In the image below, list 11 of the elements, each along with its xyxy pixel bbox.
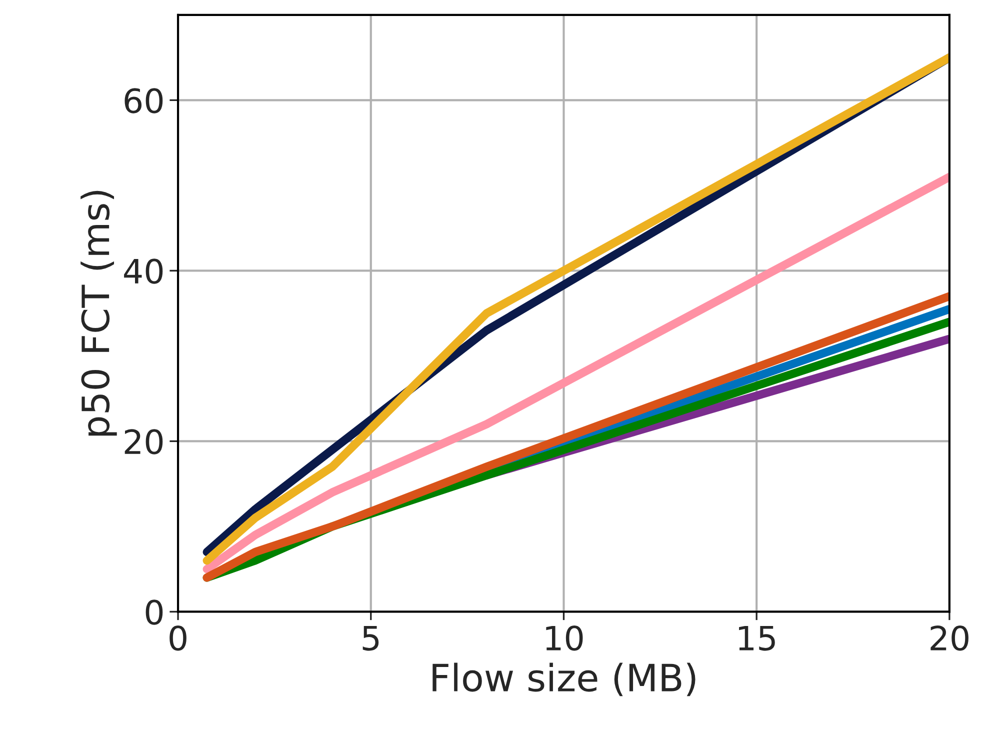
x-tick-label: 0 — [170, 626, 186, 651]
x-axis-title: Flow size (MB) — [432, 662, 696, 696]
x-tick-label: 15 — [739, 626, 775, 651]
y-tick-label: 40 — [124, 258, 163, 284]
y-axis-title: p50 FCT (ms) — [80, 190, 117, 436]
y-tick-label: 0 — [146, 600, 163, 625]
x-tick-label: 20 — [930, 626, 968, 651]
y-tick-label: 20 — [124, 429, 163, 454]
x-tick-label: 10 — [546, 626, 583, 651]
x-tick-label: 5 — [362, 626, 379, 651]
y-tick-label: 60 — [124, 88, 163, 114]
